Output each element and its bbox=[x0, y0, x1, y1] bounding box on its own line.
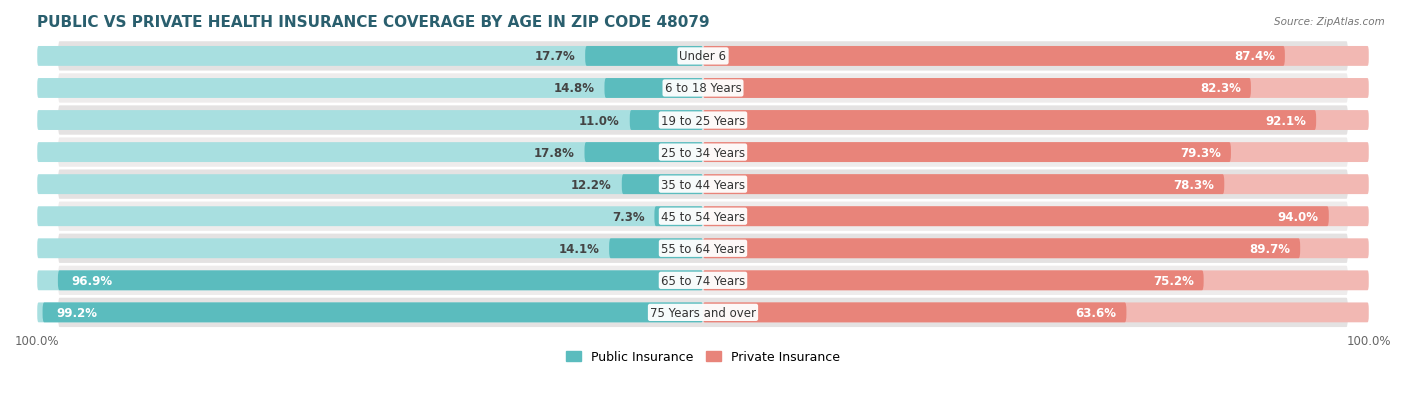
Text: 35 to 44 Years: 35 to 44 Years bbox=[661, 178, 745, 191]
FancyBboxPatch shape bbox=[37, 239, 703, 259]
Text: 17.8%: 17.8% bbox=[534, 146, 575, 159]
FancyBboxPatch shape bbox=[630, 111, 703, 131]
FancyBboxPatch shape bbox=[703, 111, 1369, 131]
Text: 63.6%: 63.6% bbox=[1076, 306, 1116, 319]
FancyBboxPatch shape bbox=[37, 143, 703, 163]
FancyBboxPatch shape bbox=[703, 239, 1301, 259]
Text: 75.2%: 75.2% bbox=[1153, 274, 1194, 287]
FancyBboxPatch shape bbox=[654, 207, 703, 227]
FancyBboxPatch shape bbox=[703, 303, 1369, 323]
Text: 99.2%: 99.2% bbox=[56, 306, 97, 319]
Text: 14.8%: 14.8% bbox=[554, 82, 595, 95]
FancyBboxPatch shape bbox=[703, 303, 1126, 323]
FancyBboxPatch shape bbox=[37, 303, 703, 323]
Text: Under 6: Under 6 bbox=[679, 50, 727, 63]
FancyBboxPatch shape bbox=[58, 271, 703, 291]
FancyBboxPatch shape bbox=[703, 175, 1369, 195]
Text: 79.3%: 79.3% bbox=[1180, 146, 1220, 159]
Text: 55 to 64 Years: 55 to 64 Years bbox=[661, 242, 745, 255]
Text: PUBLIC VS PRIVATE HEALTH INSURANCE COVERAGE BY AGE IN ZIP CODE 48079: PUBLIC VS PRIVATE HEALTH INSURANCE COVER… bbox=[37, 15, 710, 30]
FancyBboxPatch shape bbox=[37, 79, 703, 99]
FancyBboxPatch shape bbox=[37, 175, 703, 195]
FancyBboxPatch shape bbox=[585, 143, 703, 163]
FancyBboxPatch shape bbox=[58, 105, 1348, 136]
FancyBboxPatch shape bbox=[703, 207, 1369, 227]
FancyBboxPatch shape bbox=[58, 201, 1348, 233]
Text: 14.1%: 14.1% bbox=[558, 242, 599, 255]
FancyBboxPatch shape bbox=[58, 265, 1348, 296]
FancyBboxPatch shape bbox=[37, 111, 703, 131]
Text: 96.9%: 96.9% bbox=[72, 274, 112, 287]
FancyBboxPatch shape bbox=[703, 143, 1369, 163]
Text: 17.7%: 17.7% bbox=[534, 50, 575, 63]
FancyBboxPatch shape bbox=[703, 271, 1204, 291]
FancyBboxPatch shape bbox=[58, 169, 1348, 200]
FancyBboxPatch shape bbox=[605, 79, 703, 99]
Text: 78.3%: 78.3% bbox=[1174, 178, 1215, 191]
Text: 92.1%: 92.1% bbox=[1265, 114, 1306, 127]
Text: 45 to 54 Years: 45 to 54 Years bbox=[661, 210, 745, 223]
FancyBboxPatch shape bbox=[621, 175, 703, 195]
FancyBboxPatch shape bbox=[58, 233, 1348, 264]
FancyBboxPatch shape bbox=[58, 137, 1348, 169]
Text: 6 to 18 Years: 6 to 18 Years bbox=[665, 82, 741, 95]
Text: 12.2%: 12.2% bbox=[571, 178, 612, 191]
Text: 11.0%: 11.0% bbox=[579, 114, 620, 127]
FancyBboxPatch shape bbox=[37, 47, 703, 66]
FancyBboxPatch shape bbox=[58, 297, 1348, 328]
FancyBboxPatch shape bbox=[703, 207, 1329, 227]
Legend: Public Insurance, Private Insurance: Public Insurance, Private Insurance bbox=[561, 346, 845, 368]
FancyBboxPatch shape bbox=[703, 111, 1316, 131]
Text: 89.7%: 89.7% bbox=[1249, 242, 1291, 255]
Text: Source: ZipAtlas.com: Source: ZipAtlas.com bbox=[1274, 17, 1385, 26]
FancyBboxPatch shape bbox=[609, 239, 703, 259]
Text: 19 to 25 Years: 19 to 25 Years bbox=[661, 114, 745, 127]
FancyBboxPatch shape bbox=[37, 271, 703, 291]
FancyBboxPatch shape bbox=[42, 303, 703, 323]
Text: 82.3%: 82.3% bbox=[1201, 82, 1241, 95]
FancyBboxPatch shape bbox=[703, 47, 1285, 66]
FancyBboxPatch shape bbox=[585, 47, 703, 66]
FancyBboxPatch shape bbox=[703, 79, 1369, 99]
FancyBboxPatch shape bbox=[703, 271, 1369, 291]
FancyBboxPatch shape bbox=[703, 239, 1369, 259]
Text: 7.3%: 7.3% bbox=[612, 210, 644, 223]
FancyBboxPatch shape bbox=[58, 73, 1348, 104]
FancyBboxPatch shape bbox=[58, 41, 1348, 72]
FancyBboxPatch shape bbox=[37, 207, 703, 227]
Text: 94.0%: 94.0% bbox=[1278, 210, 1319, 223]
FancyBboxPatch shape bbox=[703, 175, 1225, 195]
FancyBboxPatch shape bbox=[703, 79, 1251, 99]
FancyBboxPatch shape bbox=[703, 143, 1230, 163]
Text: 25 to 34 Years: 25 to 34 Years bbox=[661, 146, 745, 159]
Text: 75 Years and over: 75 Years and over bbox=[650, 306, 756, 319]
Text: 65 to 74 Years: 65 to 74 Years bbox=[661, 274, 745, 287]
Text: 87.4%: 87.4% bbox=[1234, 50, 1275, 63]
FancyBboxPatch shape bbox=[703, 47, 1369, 66]
